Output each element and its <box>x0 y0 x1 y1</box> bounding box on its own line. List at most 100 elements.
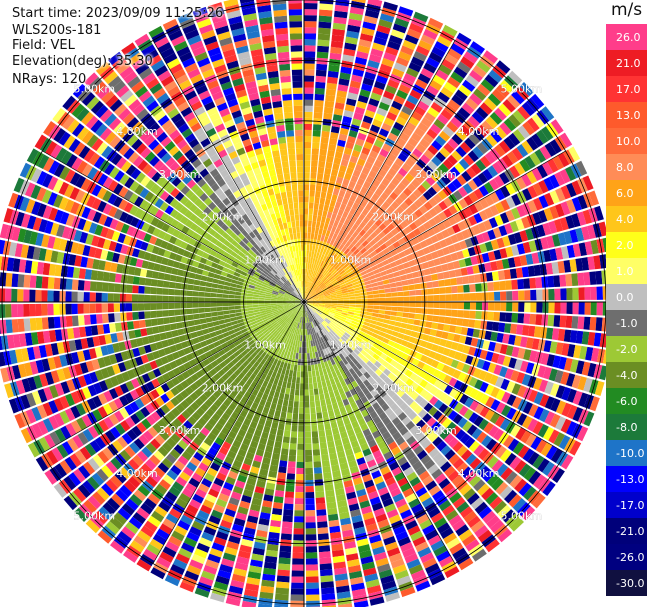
gate-cell <box>305 310 307 317</box>
gate-cell <box>312 142 320 149</box>
gate-cell <box>356 100 367 110</box>
gate-cell <box>394 472 406 482</box>
gate-cell <box>374 80 386 90</box>
gate-cell <box>377 285 385 290</box>
gate-cell <box>589 317 597 331</box>
gate-cell <box>462 276 470 285</box>
gate-cell <box>287 376 293 383</box>
gate-cell <box>397 306 404 312</box>
gate-cell <box>312 339 316 347</box>
gate-cell <box>83 280 91 291</box>
gate-cell <box>346 283 353 288</box>
gate-cell <box>438 316 446 324</box>
gate-cell <box>514 460 527 474</box>
gate-cell <box>409 307 416 313</box>
gate-cell <box>222 298 229 302</box>
gate-cell <box>469 400 480 411</box>
gate-cell <box>403 302 410 307</box>
gate-cell <box>362 356 370 364</box>
gate-cell <box>548 429 560 444</box>
gate-cell <box>304 27 317 34</box>
gate-cell <box>529 277 537 289</box>
gate-cell <box>320 399 326 407</box>
gate-cell <box>441 263 449 272</box>
gate-cell <box>362 115 373 124</box>
gate-cell <box>337 303 344 306</box>
gate-cell <box>435 265 443 273</box>
gate-cell <box>292 558 304 565</box>
gate-cell <box>457 293 465 301</box>
gate-cell <box>495 481 509 495</box>
gate-cell <box>457 285 464 293</box>
gate-cell <box>344 278 351 284</box>
gate-cell <box>352 393 360 402</box>
gate-cell <box>388 412 398 422</box>
gate-cell <box>150 310 157 319</box>
gate-cell <box>430 251 439 260</box>
gate-cell <box>358 213 366 221</box>
gate-cell <box>478 465 491 478</box>
gate-cell <box>482 469 495 483</box>
gate-cell <box>294 504 304 511</box>
gate-cell <box>53 303 60 316</box>
gate-cell <box>271 421 279 429</box>
gate-cell <box>274 441 282 449</box>
gate-cell <box>314 278 319 285</box>
gate-cell <box>222 294 229 298</box>
gate-cell <box>383 90 395 100</box>
gate-cell <box>407 410 418 421</box>
gate-cell <box>317 350 322 358</box>
gate-cell <box>296 467 304 475</box>
gate-cell <box>150 279 158 287</box>
gate-cell <box>347 311 355 315</box>
gate-cell <box>427 295 434 302</box>
gate-cell <box>228 298 235 302</box>
gate-cell <box>314 87 325 95</box>
gate-cell <box>305 528 317 535</box>
gate-cell <box>319 315 326 320</box>
gate-cell <box>193 313 200 320</box>
gate-cell <box>186 284 194 291</box>
gate-cell <box>527 451 540 466</box>
gate-cell <box>508 357 517 369</box>
gate-cell <box>538 210 548 223</box>
gate-cell <box>324 297 331 300</box>
gate-cell <box>548 368 558 382</box>
gate-cell <box>311 346 315 353</box>
gate-cell <box>425 342 434 350</box>
gate-cell <box>391 367 400 376</box>
gate-cell <box>440 174 451 185</box>
gate-cell <box>583 316 591 330</box>
gate-cell <box>301 347 304 354</box>
gate-cell <box>330 40 344 49</box>
gate-cell <box>511 147 524 161</box>
gate-cell <box>439 338 447 347</box>
gate-cell <box>306 299 313 302</box>
gate-cell <box>319 222 325 229</box>
gate-cell <box>353 258 360 265</box>
gate-cell <box>305 546 318 553</box>
gate-cell <box>289 443 297 450</box>
gate-cell <box>412 188 423 199</box>
gate-cell <box>477 448 490 461</box>
gate-cell <box>328 446 336 454</box>
gate-cell <box>450 277 458 286</box>
gate-cell <box>344 104 355 112</box>
gate-cell <box>590 302 597 316</box>
gate-cell <box>418 224 427 234</box>
gate-cell <box>312 296 319 300</box>
gate-cell <box>398 251 406 259</box>
gate-cell <box>338 279 345 284</box>
gate-cell <box>299 341 302 348</box>
gate-cell <box>373 305 380 310</box>
gate-cell <box>339 127 349 136</box>
gate-cell <box>446 537 461 550</box>
gate-cell <box>387 167 398 177</box>
gate-cell <box>419 519 433 530</box>
gate-cell <box>520 430 532 444</box>
gate-cell <box>293 522 304 529</box>
gate-cell <box>235 288 242 293</box>
gate-cell <box>403 347 412 355</box>
gate-cell <box>414 352 423 361</box>
gate-cell <box>449 325 457 333</box>
